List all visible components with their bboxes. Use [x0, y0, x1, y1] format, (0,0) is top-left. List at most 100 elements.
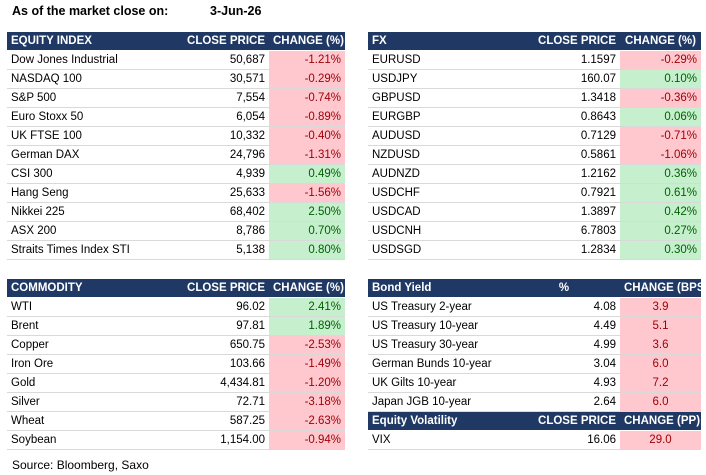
row-name: Japan JGB 10-year — [368, 392, 508, 412]
row-value: 16.06 — [508, 430, 620, 450]
table-row: VIX 16.06 29.0 — [368, 430, 701, 450]
table-row: ASX 200 8,786 0.70% — [7, 221, 345, 241]
row-value: 1.3897 — [488, 202, 620, 222]
row-value: 5,138 — [177, 240, 269, 260]
row-name: CSI 300 — [7, 164, 177, 184]
row-change: 0.36% — [620, 164, 701, 184]
row-value: 1.1597 — [488, 50, 620, 70]
row-name: Soybean — [7, 430, 177, 450]
row-change: -0.94% — [269, 430, 345, 450]
row-change: 2.50% — [269, 202, 345, 222]
row-value: 24,796 — [177, 145, 269, 165]
row-value: 72.71 — [177, 392, 269, 412]
table-row: Wheat 587.25 -2.63% — [7, 411, 345, 431]
commodity-col-name: COMMODITY — [7, 279, 177, 298]
commodity-header-row: COMMODITY CLOSE PRICE CHANGE (%) — [7, 279, 345, 298]
row-name: Brent — [7, 316, 177, 336]
row-change: -0.74% — [269, 88, 345, 108]
row-value: 68,402 — [177, 202, 269, 222]
row-change: 29.0 — [620, 430, 701, 450]
row-change: 0.27% — [620, 221, 701, 241]
fx-col-change: CHANGE (%) — [620, 32, 701, 51]
row-name: German DAX — [7, 145, 177, 165]
bond-col-yield: % — [508, 279, 620, 298]
table-row: Soybean 1,154.00 -0.94% — [7, 430, 345, 450]
row-name: Euro Stoxx 50 — [7, 107, 177, 127]
table-row: AUDUSD 0.7129 -0.71% — [368, 126, 701, 146]
report-title: As of the market close on: — [12, 4, 169, 18]
table-row: Hang Seng 25,633 -1.56% — [7, 183, 345, 203]
row-change: -0.89% — [269, 107, 345, 127]
row-name: Nikkei 225 — [7, 202, 177, 222]
commodity-col-change: CHANGE (%) — [269, 279, 345, 298]
row-value: 2.64 — [508, 392, 620, 412]
fx-col-price: CLOSE PRICE — [488, 32, 620, 51]
table-row: WTI 96.02 2.41% — [7, 297, 345, 317]
row-change: 0.10% — [620, 69, 701, 89]
bond-table: Bond Yield % CHANGE (BPS) US Treasury 2-… — [368, 279, 701, 450]
table-row: Straits Times Index STI 5,138 0.80% — [7, 240, 345, 260]
table-row: US Treasury 30-year 4.99 3.6 — [368, 335, 701, 355]
row-name: AUDNZD — [368, 164, 488, 184]
equity-col-name: EQUITY INDEX — [7, 32, 177, 51]
table-row: US Treasury 10-year 4.49 5.1 — [368, 316, 701, 336]
row-name: USDCAD — [368, 202, 488, 222]
table-row: Japan JGB 10-year 2.64 6.0 — [368, 392, 701, 412]
source-note: Source: Bloomberg, Saxo — [12, 458, 149, 472]
row-change: -1.31% — [269, 145, 345, 165]
row-value: 50,687 — [177, 50, 269, 70]
row-name: AUDUSD — [368, 126, 488, 146]
row-value: 587.25 — [177, 411, 269, 431]
row-value: 97.81 — [177, 316, 269, 336]
row-change: 3.6 — [620, 335, 701, 355]
row-name: Wheat — [7, 411, 177, 431]
row-value: 96.02 — [177, 297, 269, 317]
row-change: -2.53% — [269, 335, 345, 355]
row-name: US Treasury 10-year — [368, 316, 508, 336]
table-row: UK FTSE 100 10,332 -0.40% — [7, 126, 345, 146]
table-row: USDCAD 1.3897 0.42% — [368, 202, 701, 222]
row-name: GBPUSD — [368, 88, 488, 108]
row-name: UK Gilts 10-year — [368, 373, 508, 393]
row-name: NASDAQ 100 — [7, 69, 177, 89]
row-change: 5.1 — [620, 316, 701, 336]
table-row: German DAX 24,796 -1.31% — [7, 145, 345, 165]
row-change: 1.89% — [269, 316, 345, 336]
table-row: CSI 300 4,939 0.49% — [7, 164, 345, 184]
row-value: 4.49 — [508, 316, 620, 336]
equity-body: Dow Jones Industrial 50,687 -1.21% NASDAQ 1… — [7, 50, 345, 260]
row-value: 1.3418 — [488, 88, 620, 108]
bond-header-row: Bond Yield % CHANGE (BPS) — [368, 279, 701, 298]
row-value: 25,633 — [177, 183, 269, 203]
row-name: EURGBP — [368, 107, 488, 127]
row-change: 0.30% — [620, 240, 701, 260]
row-name: Gold — [7, 373, 177, 393]
row-change: 0.80% — [269, 240, 345, 260]
row-change: -1.06% — [620, 145, 701, 165]
row-change: -0.29% — [620, 50, 701, 70]
table-row: EURGBP 0.8643 0.06% — [368, 107, 701, 127]
row-value: 3.04 — [508, 354, 620, 374]
row-value: 650.75 — [177, 335, 269, 355]
row-change: -1.20% — [269, 373, 345, 393]
table-row: USDCNH 6.7803 0.27% — [368, 221, 701, 241]
row-change: -1.56% — [269, 183, 345, 203]
row-change: 0.42% — [620, 202, 701, 222]
row-value: 0.8643 — [488, 107, 620, 127]
row-change: -0.29% — [269, 69, 345, 89]
row-change: -2.63% — [269, 411, 345, 431]
row-name: USDJPY — [368, 69, 488, 89]
row-name: ASX 200 — [7, 221, 177, 241]
table-row: GBPUSD 1.3418 -0.36% — [368, 88, 701, 108]
table-row: NASDAQ 100 30,571 -0.29% — [7, 69, 345, 89]
table-row: Iron Ore 103.66 -1.49% — [7, 354, 345, 374]
bond-col-change: CHANGE (BPS) — [620, 279, 701, 298]
row-name: German Bunds 10-year — [368, 354, 508, 374]
row-value: 0.7921 — [488, 183, 620, 203]
fx-table: FX CLOSE PRICE CHANGE (%) EURUSD 1.1597 -0… — [368, 32, 701, 260]
commodity-table: COMMODITY CLOSE PRICE CHANGE (%) WTI 96.0… — [7, 279, 345, 450]
row-value: 30,571 — [177, 69, 269, 89]
row-value: 1.2162 — [488, 164, 620, 184]
row-value: 6,054 — [177, 107, 269, 127]
row-change: -1.49% — [269, 354, 345, 374]
